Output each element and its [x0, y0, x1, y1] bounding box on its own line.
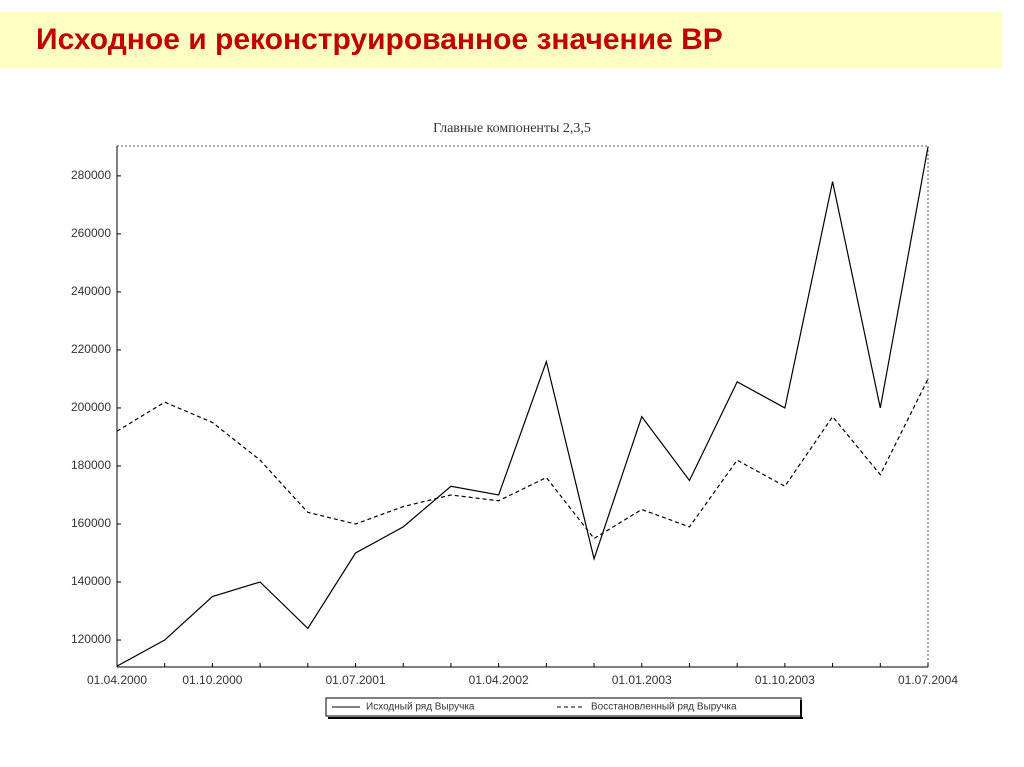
x-tick-label: 01.07.2001: [325, 673, 385, 687]
x-tick-label: 01.04.2002: [469, 673, 529, 687]
y-tick-label: 200000: [71, 400, 111, 414]
x-tick-label: 01.04.2000: [87, 673, 147, 687]
slide-title: Исходное и реконструированное значение В…: [36, 23, 723, 56]
y-tick-label: 240000: [71, 284, 111, 298]
y-tick-label: 160000: [71, 516, 111, 530]
y-tick-label: 120000: [71, 632, 111, 646]
x-tick-label: 01.01.2003: [612, 673, 672, 687]
y-tick-label: 220000: [71, 342, 111, 356]
legend-label: Восстановленный ряд Выручка: [591, 702, 737, 713]
series-line: [116, 378, 929, 540]
series-line: [116, 146, 929, 667]
x-tick-label: 01.07.2004: [898, 673, 958, 687]
y-tick-label: 140000: [71, 574, 111, 588]
chart-title: Главные компоненты 2,3,5: [433, 121, 591, 136]
x-tick-label: 01.10.2003: [755, 673, 815, 687]
y-tick-label: 260000: [71, 226, 111, 240]
y-tick-label: 280000: [71, 168, 111, 182]
legend-label: Исходный ряд Выручка: [366, 702, 475, 713]
title-band: Исходное и реконструированное значение В…: [0, 12, 1002, 68]
y-tick-label: 180000: [71, 458, 111, 472]
x-tick-label: 01.10.2000: [182, 673, 242, 687]
